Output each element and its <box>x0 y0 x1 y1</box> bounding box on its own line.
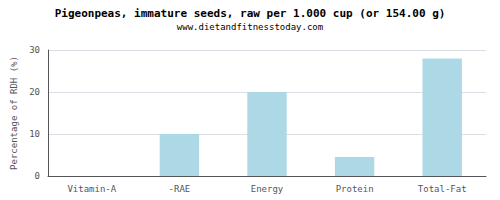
svg-text:Pigeonpeas, immature seeds, ra: Pigeonpeas, immature seeds, raw per 1.00… <box>55 7 446 20</box>
svg-text:www.dietandfitnesstoday.com: www.dietandfitnesstoday.com <box>177 22 323 32</box>
svg-text:Total-Fat: Total-Fat <box>418 184 467 194</box>
svg-text:10: 10 <box>29 129 40 139</box>
svg-text:-RAE: -RAE <box>169 184 191 194</box>
svg-text:Percentage of RDH (%): Percentage of RDH (%) <box>9 56 19 170</box>
svg-text:20: 20 <box>29 87 40 97</box>
svg-text:30: 30 <box>29 45 40 55</box>
svg-text:Protein: Protein <box>336 184 374 194</box>
svg-text:Energy: Energy <box>251 184 284 194</box>
svg-text:0: 0 <box>35 171 40 181</box>
svg-text:Vitamin-A: Vitamin-A <box>67 184 116 194</box>
